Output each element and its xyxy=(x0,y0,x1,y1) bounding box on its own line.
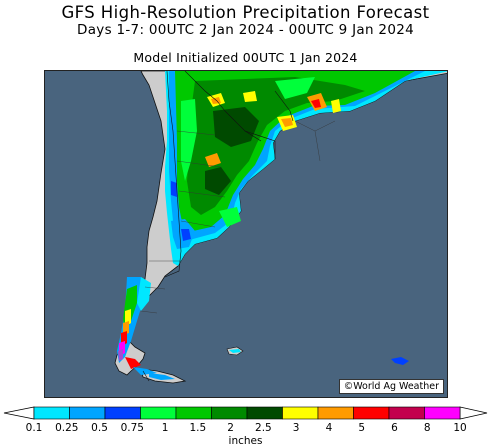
legend-color-box xyxy=(175,406,212,420)
precipitation-shading xyxy=(165,71,447,266)
precipitation-map: ©World Ag Weather xyxy=(44,70,448,398)
falkland-precip xyxy=(229,349,241,353)
legend-tick-label: 6 xyxy=(391,422,398,434)
legend-color-box xyxy=(388,406,425,420)
legend-tick-label: 1 xyxy=(161,422,169,434)
legend-color-box xyxy=(317,406,354,420)
legend-tick-label: 2.5 xyxy=(255,422,272,434)
legend-color-box xyxy=(282,406,319,420)
south-georgia-island xyxy=(391,357,409,365)
legend-color-box xyxy=(140,406,177,420)
legend-color-box xyxy=(211,406,248,420)
legend-arrow-low xyxy=(3,406,35,420)
patagonia-precipitation xyxy=(117,277,157,375)
forecast-period: Days 1-7: 00UTC 2 Jan 2024 - 00UTC 9 Jan… xyxy=(77,22,414,38)
legend-tick-label: 4 xyxy=(325,422,333,434)
legend-tick-label: 0.5 xyxy=(91,422,108,434)
legend-units: inches xyxy=(228,435,263,447)
credit-label: ©World Ag Weather xyxy=(338,379,444,394)
legend-color-box xyxy=(246,406,283,420)
legend-color-box xyxy=(353,406,390,420)
legend-color-box xyxy=(104,406,141,420)
tierra-del-fuego-precip xyxy=(149,373,175,380)
state-borders xyxy=(140,120,336,314)
legend-tick-label: 10 xyxy=(453,422,467,434)
map-canvas xyxy=(45,71,447,397)
legend-arrow-high xyxy=(459,406,488,420)
precipitation-legend: 0.1 0.25 0.5 0.75 1 1.5 2 2.5 3 4 5 6 8 10 inches xyxy=(0,403,491,447)
legend-tick-label: 1.5 xyxy=(189,422,207,434)
legend-color-box xyxy=(33,406,70,420)
legend-tick-label: 5 xyxy=(358,422,366,434)
map-title: GFS High-Resolution Precipitation Foreca… xyxy=(61,3,430,22)
legend-tick-label: 8 xyxy=(423,422,431,434)
country-borders xyxy=(142,71,294,382)
model-init-time: Model Initialized 00UTC 1 Jan 2024 xyxy=(133,50,358,65)
legend-color-box xyxy=(424,406,461,420)
legend-tick-label: 0.75 xyxy=(120,422,144,434)
legend-tick-label: 3 xyxy=(292,422,300,434)
legend-tick-label: 0.1 xyxy=(25,422,43,434)
legend-color-box xyxy=(69,406,106,420)
legend-tick-label: 0.25 xyxy=(55,422,79,434)
legend-tick-label: 2 xyxy=(227,422,234,434)
color-bar xyxy=(3,406,488,420)
